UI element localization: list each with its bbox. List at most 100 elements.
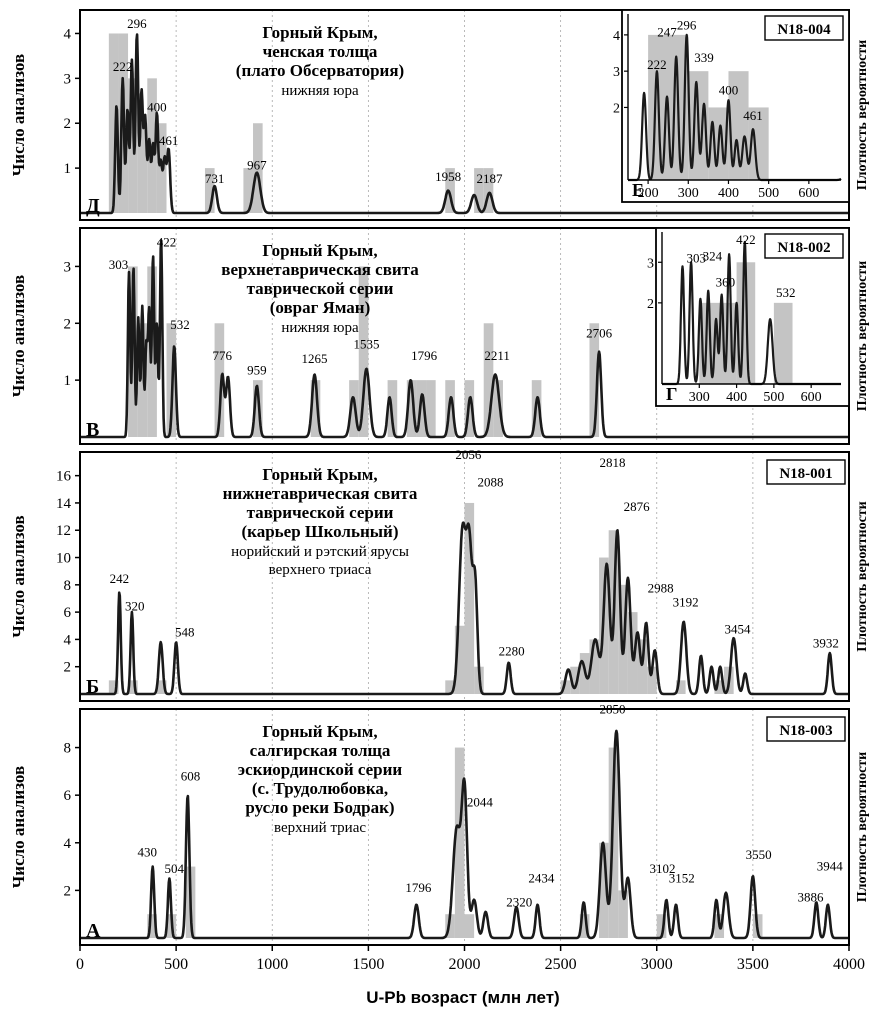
peak-age-label: 2320 [506, 894, 532, 909]
panel-title: (карьер Школьный) [242, 522, 399, 541]
sample-id: N18-001 [779, 466, 832, 482]
panel-letter: В [86, 419, 99, 441]
panel-title: (с. Трудолюбовка, [252, 779, 388, 798]
peak-age-label: 967 [247, 158, 267, 173]
y-tick-label: 14 [56, 496, 72, 512]
sample-id: N18-004 [777, 22, 831, 38]
panel-title: таврической серии [247, 279, 394, 298]
panel-letter: А [86, 920, 101, 942]
panel-subtitle: норийский и рэтский ярусы [231, 544, 409, 560]
peak-age-label: 1796 [411, 348, 438, 363]
y-tick-label: 10 [56, 551, 71, 567]
panel-title: русло реки Бодрак) [245, 798, 394, 817]
y-tick-label: 6 [64, 605, 72, 621]
inset-x-tick-label: 500 [758, 186, 779, 201]
x-tick-label: 2000 [449, 956, 481, 973]
y-axis-label: Число анализов [9, 766, 28, 888]
peak-age-label: 222 [113, 59, 133, 74]
panel-title: Горный Крым, [262, 465, 377, 484]
panel-letter: Д [86, 195, 100, 217]
peak-age-label: 461 [159, 133, 179, 148]
panel-title: ченская толща [263, 42, 378, 61]
panel-subtitle: нижняя юра [281, 320, 359, 336]
y-tick-label: 6 [64, 788, 72, 804]
peak-age-label: 3550 [746, 847, 772, 862]
peak-age-label: 2280 [499, 644, 525, 659]
inset-x-tick-label: 400 [726, 390, 747, 405]
y-tick-label: 2 [64, 883, 72, 899]
panel-title: салгирская толща [250, 741, 391, 760]
peak-age-label: 504 [164, 861, 184, 876]
inset-peak-label: 422 [736, 232, 756, 247]
panel-subtitle: верхний триас [274, 820, 366, 836]
inset-histogram-bar [774, 303, 793, 384]
inset-y-tick-label: 3 [647, 256, 654, 271]
panel-title: верхнетаврическая свита [221, 260, 419, 279]
y-axis-label: Число анализов [9, 54, 28, 176]
panel-title: (плато Обсерватория) [236, 61, 404, 80]
panel-2: 1 2 3 303 422 532 776 959 1265 1535 1796 2211 2706 Го… [64, 228, 850, 444]
peak-age-label: 608 [181, 768, 201, 783]
y-tick-label: 2 [64, 316, 72, 332]
peak-age-label: 303 [109, 257, 129, 272]
peak-age-label: 320 [125, 598, 145, 613]
peak-age-label: 242 [110, 571, 130, 586]
panel-subtitle: верхнего триаса [269, 562, 372, 578]
inset-letter: Е [632, 180, 644, 200]
y-tick-label: 8 [64, 741, 72, 757]
peak-age-label: 2211 [484, 348, 510, 363]
inset-peak-label: 360 [716, 275, 736, 290]
peak-age-label: 2818 [600, 455, 626, 470]
panel-title: Горный Крым, [262, 241, 377, 260]
peak-age-label: 2988 [648, 581, 674, 596]
x-tick-label: 1000 [256, 956, 288, 973]
inset-y-tick-label: 2 [613, 101, 620, 116]
peak-age-label: 2706 [586, 325, 613, 340]
panel-1: 12342222964004617319671958 2187Горный Кры… [64, 10, 850, 220]
peak-age-label: 731 [205, 171, 225, 186]
right-axis-label: Плотность вероятности [855, 40, 870, 190]
right-axis-label: Плотность вероятности [855, 261, 870, 411]
x-tick-label: 3000 [641, 956, 673, 973]
inset-x-tick-label: 300 [678, 186, 699, 201]
inset-x-tick-label: 400 [718, 186, 739, 201]
peak-age-label: 548 [175, 624, 195, 639]
x-tick-label: 2500 [545, 956, 577, 973]
panel-letter: Б [86, 676, 99, 698]
inset-y-tick-label: 2 [647, 297, 654, 312]
x-tick-label: 4000 [833, 956, 865, 973]
peak-age-label: 2056 [455, 447, 482, 462]
peak-age-label: 1535 [353, 337, 379, 352]
y-tick-label: 8 [64, 578, 72, 594]
inset-peak-label: 339 [694, 50, 714, 65]
right-axis-label: Плотность вероятности [855, 752, 870, 902]
inset-x-tick-label: 600 [801, 390, 822, 405]
inset-y-tick-label: 4 [613, 29, 620, 44]
y-tick-label: 2 [64, 116, 72, 132]
inset-peak-label: 247 [657, 25, 677, 40]
peak-age-label: 3192 [673, 594, 699, 609]
inset-peak-label: 324 [703, 248, 723, 263]
y-axis-label: Число анализов [9, 275, 28, 397]
y-axis-label: Число анализов [9, 515, 28, 637]
y-tick-label: 3 [64, 71, 72, 87]
inset-peak-label: 400 [719, 83, 739, 98]
panel-title: нижнетаврическая свита [223, 484, 418, 503]
peak-age-label: 400 [147, 99, 167, 114]
panel-title: эскиординской серии [238, 760, 403, 779]
y-tick-label: 4 [64, 632, 72, 648]
panel-title: (овраг Яман) [270, 298, 371, 317]
inset-peak-label: 532 [776, 285, 796, 300]
peak-age-label: 430 [138, 844, 158, 859]
inset-letter: Г [666, 384, 677, 404]
peak-age-label: 3454 [724, 622, 751, 637]
panel-title: Горный Крым, [262, 23, 377, 42]
peak-age-label: 2088 [477, 474, 503, 489]
y-tick-label: 3 [64, 259, 72, 275]
peak-age-label: 296 [127, 16, 147, 31]
x-tick-label: 1500 [352, 956, 384, 973]
x-tick-label: 500 [164, 956, 188, 973]
inset-x-tick-label: 500 [763, 390, 784, 405]
